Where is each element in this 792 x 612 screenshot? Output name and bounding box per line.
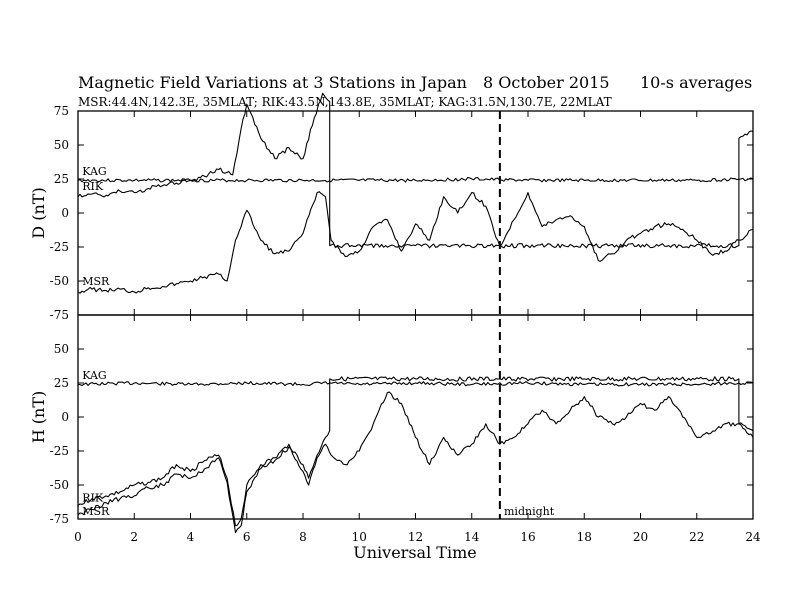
x-tick-label-7: 14 xyxy=(464,530,480,544)
x-tick-label-11: 22 xyxy=(689,530,704,544)
chart-date: 8 October 2015 xyxy=(483,73,610,92)
x-tick-label-9: 18 xyxy=(577,530,592,544)
y-tick-label-1-3: 0 xyxy=(61,410,69,424)
y-tick-label-1-1: 50 xyxy=(54,342,69,356)
x-tick-label-4: 8 xyxy=(299,530,307,544)
series-line-msr-0 xyxy=(77,191,754,294)
series-label-kag-0: KAG xyxy=(82,165,107,178)
y-tick-label-1-6: -75 xyxy=(50,512,69,526)
series-line-kag-0 xyxy=(77,177,754,183)
y-tick-label-0-5: -50 xyxy=(50,274,69,288)
x-tick-label-5: 10 xyxy=(352,530,367,544)
y-tick-label-1-4: -25 xyxy=(50,444,69,458)
series-label-msr-0: MSR xyxy=(82,275,110,288)
x-tick-label-3: 6 xyxy=(243,530,251,544)
series-label-msr-1: MSR xyxy=(82,505,110,518)
y-axis-label-0: D (nT) xyxy=(29,187,48,238)
midnight-annotation: midnight xyxy=(504,505,555,518)
y-tick-label-0-2: 25 xyxy=(54,172,69,186)
series-line-msr-1 xyxy=(77,391,754,534)
x-tick-label-8: 16 xyxy=(520,530,535,544)
series-line-kag-1 xyxy=(77,380,754,387)
x-tick-label-6: 12 xyxy=(408,530,423,544)
y-axis-label-1: H (nT) xyxy=(29,391,48,444)
chart-title: Magnetic Field Variations at 3 Stations … xyxy=(78,73,467,92)
x-tick-label-12: 24 xyxy=(745,530,761,544)
x-axis-label: Universal Time xyxy=(353,543,476,562)
x-tick-label-10: 20 xyxy=(633,530,648,544)
panel-frame-0 xyxy=(77,110,754,316)
y-tick-label-0-3: 0 xyxy=(61,206,69,220)
y-tick-label-0-0: 75 xyxy=(54,104,69,118)
series-line-rik-1 xyxy=(77,376,754,527)
y-tick-label-0-6: -75 xyxy=(50,308,69,322)
series-label-kag-1: KAG xyxy=(82,369,107,382)
x-tick-label-1: 2 xyxy=(130,530,138,544)
x-tick-label-0: 0 xyxy=(74,530,82,544)
y-tick-label-1-2: 25 xyxy=(54,376,69,390)
series-line-rik-0 xyxy=(77,92,754,249)
x-tick-label-2: 4 xyxy=(187,530,195,544)
chart-average-label: 10-s averages xyxy=(640,73,752,92)
series-label-rik-1: RIK xyxy=(82,491,104,504)
chart-subtitle: MSR:44.4N,142.3E, 35MLAT; RIK:43.5N,143.… xyxy=(78,95,612,109)
y-tick-label-1-5: -50 xyxy=(50,478,69,492)
panel-frame-1 xyxy=(77,314,754,520)
y-tick-label-0-1: 50 xyxy=(54,138,69,152)
series-label-rik-0: RIK xyxy=(82,180,104,193)
y-tick-label-0-4: -25 xyxy=(50,240,69,254)
